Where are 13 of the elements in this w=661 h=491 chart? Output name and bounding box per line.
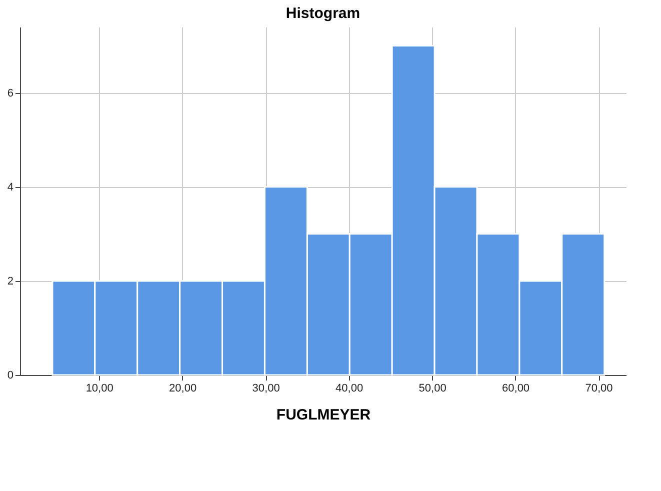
x-tick-label: 30,00	[252, 382, 280, 394]
x-tick-label: 50,00	[418, 382, 446, 394]
x-tick-label: 70,00	[585, 382, 613, 394]
y-tick-label: 4	[7, 181, 14, 194]
y-tick-label: 6	[7, 87, 14, 100]
y-tick-label: 0	[7, 370, 14, 382]
x-tick-label: 10,00	[86, 382, 114, 394]
x-axis-title: FUGLMEYER	[276, 406, 371, 424]
x-tick-label: 40,00	[336, 382, 364, 394]
x-tick-label: 60,00	[502, 382, 530, 394]
x-tick-label: 20,00	[169, 382, 197, 394]
y-tick-label: 2	[7, 275, 14, 288]
chart-title: Histogram	[286, 5, 360, 22]
